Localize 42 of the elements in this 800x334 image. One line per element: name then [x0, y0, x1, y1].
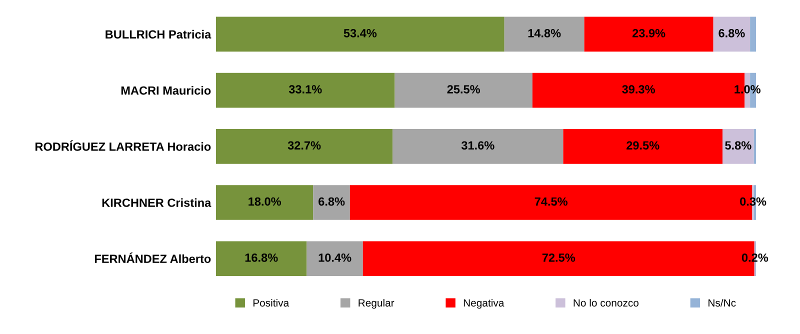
y-tick-label: MACRI Mauricio: [121, 86, 211, 95]
bar: [563, 129, 723, 164]
bar: [216, 16, 504, 52]
bar: [750, 16, 756, 52]
bar: [584, 16, 714, 52]
data-label: 33.1%: [288, 85, 322, 94]
y-tick-label: BULLRICH Patricia: [106, 30, 212, 39]
data-label: 25.5%: [447, 85, 480, 94]
data-label: 5.8%: [725, 141, 752, 150]
data-label: 53.4%: [344, 29, 377, 38]
data-label: 74.5%: [534, 197, 568, 206]
y-tick-label: RODRÍGUEZ LARRETA Horacio: [36, 140, 211, 151]
data-label: 16.8%: [245, 253, 278, 262]
bar: [306, 241, 363, 276]
data-label: 14.8%: [528, 29, 561, 38]
y-tick-label: KIRCHNER Cristina: [102, 198, 212, 207]
bar: [313, 185, 350, 220]
legend-label: Positiva: [253, 298, 290, 307]
bar: [394, 72, 532, 108]
data-label: 10.4%: [318, 253, 352, 262]
legend-label: No lo conozco: [574, 298, 639, 307]
bar: [216, 129, 393, 164]
legend-label: Negativa: [464, 298, 504, 309]
data-label: 29.5%: [626, 141, 660, 150]
data-label: 39.3%: [622, 85, 655, 94]
bar: [216, 241, 307, 276]
data-label: 31.6%: [461, 141, 494, 150]
bar: [216, 72, 395, 108]
data-label: 18.0%: [248, 197, 282, 206]
data-label: 6.8%: [718, 29, 745, 38]
bar: [504, 16, 584, 52]
data-label: 32.7%: [288, 141, 321, 150]
bar: [713, 16, 750, 52]
legend-label: Ns/Nc: [708, 298, 736, 307]
bar: [722, 129, 754, 164]
bar: [216, 185, 314, 220]
data-label: 6.8%: [318, 197, 345, 206]
data-label: 72.5%: [542, 253, 576, 262]
bar: [392, 129, 564, 164]
y-tick-label: FERNÁNDEZ Alberto: [94, 252, 211, 264]
legend-label: Regular: [358, 298, 394, 309]
data-label: 23.9%: [632, 29, 666, 38]
